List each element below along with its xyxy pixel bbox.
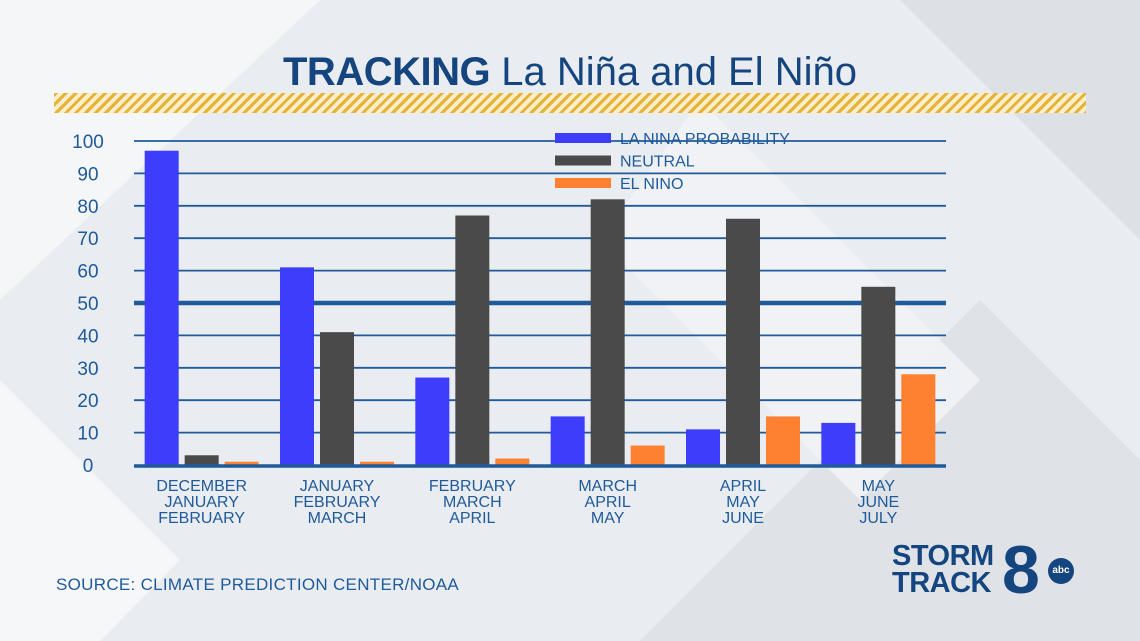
bar-el-nino <box>630 445 665 465</box>
bar-neutral <box>455 215 490 465</box>
y-tick-label: 0 <box>83 456 94 477</box>
abc-network-icon: abc <box>1048 558 1074 584</box>
x-category-label: APRIL MAY JUNE <box>720 478 766 527</box>
page-title: TRACKING La Niña and El Niño <box>0 44 1140 100</box>
title-bold: TRACKING <box>283 50 491 94</box>
y-tick-label: 30 <box>77 359 98 380</box>
bar-el-nino <box>766 416 800 465</box>
legend-label: LA NINA PROBABILITY <box>620 131 790 148</box>
bar-el-nino <box>224 461 259 465</box>
y-tick-label: 50 <box>77 294 98 315</box>
y-tick-label: 10 <box>77 424 98 445</box>
legend-label: EL NINO <box>620 176 683 193</box>
bar-neutral <box>861 286 896 465</box>
logo-line-2: TRACK <box>892 567 992 599</box>
y-tick-label: 40 <box>77 326 98 347</box>
title-regular: La Niña and El Niño <box>501 50 857 94</box>
storm-track-8-logo: STORM TRACK 8 abc <box>890 532 1090 608</box>
bar-la-nina-probability <box>550 416 585 465</box>
source-note: SOURCE: CLIMATE PREDICTION CENTER/NOAA <box>56 575 460 594</box>
bar-neutral <box>726 218 760 465</box>
x-category-label: JANUARY FEBRUARY MARCH <box>294 478 381 527</box>
bar-la-nina-probability <box>280 267 314 465</box>
y-tick-label: 90 <box>77 164 98 185</box>
bar-el-nino <box>901 374 936 465</box>
bar-la-nina-probability <box>686 429 720 465</box>
y-tick-label: 80 <box>77 197 98 218</box>
bar-el-nino <box>360 461 394 465</box>
y-tick-label: 20 <box>77 391 98 412</box>
bar-neutral <box>590 199 625 465</box>
bar-la-nina-probability <box>821 422 856 465</box>
logo-number: 8 <box>1002 532 1040 608</box>
x-category-label: FEBRUARY MARCH APRIL <box>429 478 516 527</box>
bar-el-nino <box>495 458 530 465</box>
legend-swatch <box>555 155 611 166</box>
y-tick-label: 100 <box>72 132 104 153</box>
logo-line-1: STORM <box>892 540 994 572</box>
bar-la-nina-probability <box>415 377 450 465</box>
legend-swatch <box>555 178 611 188</box>
y-tick-label: 70 <box>77 229 98 250</box>
title-underline-stripe <box>54 93 1086 113</box>
legend-swatch <box>555 133 611 143</box>
bar-neutral <box>320 332 354 465</box>
x-category-label: MARCH APRIL MAY <box>578 478 637 527</box>
bar-neutral <box>184 455 219 465</box>
x-category-label: MAY JUNE JULY <box>857 478 899 527</box>
y-tick-label: 60 <box>77 262 98 283</box>
bar-la-nina-probability <box>144 150 179 465</box>
x-category-label: DECEMBER JANUARY FEBRUARY <box>156 478 247 527</box>
legend-label: NEUTRAL <box>620 154 695 171</box>
